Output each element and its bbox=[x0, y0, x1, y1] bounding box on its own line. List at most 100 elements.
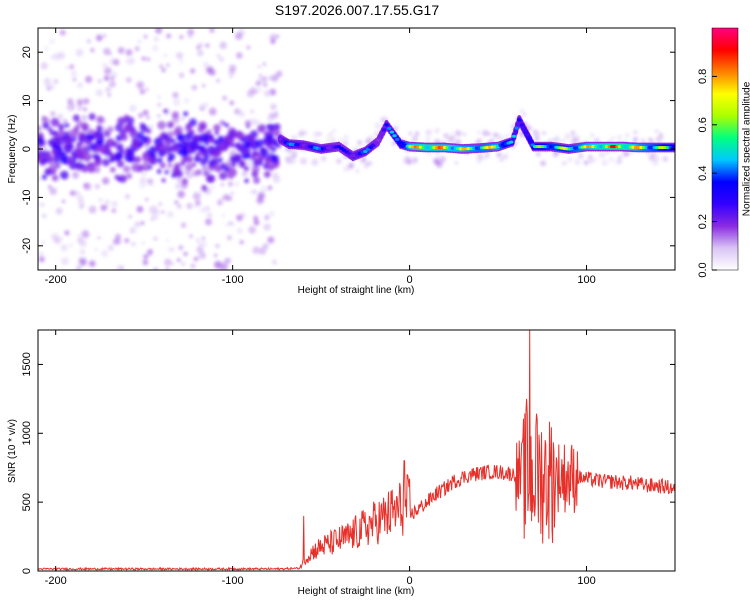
snr-x-tick-label: 100 bbox=[577, 575, 595, 587]
noise-speckle bbox=[145, 87, 149, 91]
ridge-halo bbox=[374, 122, 381, 129]
noise-speckle bbox=[246, 89, 255, 98]
ridge-halo bbox=[535, 151, 541, 157]
noise-speckle bbox=[218, 56, 225, 63]
noise-band-blob bbox=[257, 123, 266, 133]
noise-band-blob bbox=[123, 124, 132, 133]
noise-speckle bbox=[65, 66, 70, 70]
noise-speckle bbox=[219, 262, 228, 270]
noise-speckle bbox=[197, 242, 202, 247]
noise-speckle bbox=[49, 38, 55, 44]
noise-speckle bbox=[88, 260, 96, 267]
noise-band-blob bbox=[263, 171, 271, 178]
noise-band-blob bbox=[162, 145, 172, 155]
noise-speckle bbox=[38, 256, 45, 263]
noise-speckle bbox=[209, 28, 215, 33]
noise-speckle bbox=[77, 82, 83, 89]
ridge-halo bbox=[357, 140, 363, 146]
noise-band-blob bbox=[49, 130, 55, 136]
noise-speckle bbox=[134, 46, 140, 52]
noise-speckle bbox=[38, 177, 42, 181]
ridge-halo bbox=[561, 138, 565, 143]
noise-speckle bbox=[273, 113, 279, 119]
noise-band-blob bbox=[126, 116, 135, 125]
noise-speckle bbox=[213, 253, 218, 258]
ridge-halo bbox=[583, 160, 589, 166]
noise-band-blob bbox=[38, 155, 44, 163]
noise-band-blob bbox=[194, 157, 201, 163]
noise-speckle bbox=[205, 43, 210, 48]
noise-speckle bbox=[70, 70, 78, 77]
noise-speckle bbox=[268, 211, 275, 217]
noise-band-blob bbox=[126, 148, 134, 156]
noise-speckle bbox=[114, 237, 122, 245]
noise-speckle bbox=[190, 68, 196, 74]
noise-speckle bbox=[261, 77, 269, 85]
ridge-halo bbox=[493, 132, 499, 138]
noise-speckle bbox=[252, 189, 257, 195]
noise-band-blob bbox=[171, 143, 180, 153]
ridge-core bbox=[389, 130, 395, 134]
noise-band-blob bbox=[42, 122, 50, 129]
ridge-core bbox=[522, 128, 527, 132]
noise-speckle bbox=[77, 233, 82, 238]
ridge-halo bbox=[367, 161, 373, 166]
noise-band-blob bbox=[218, 157, 223, 162]
noise-speckle bbox=[124, 194, 130, 200]
noise-speckle bbox=[98, 79, 102, 83]
noise-speckle bbox=[86, 39, 91, 44]
noise-band-blob bbox=[76, 151, 85, 160]
ridge-halo bbox=[450, 132, 454, 136]
noise-band-blob bbox=[111, 153, 116, 158]
noise-speckle bbox=[200, 241, 207, 248]
ridge-halo bbox=[564, 133, 571, 140]
noise-speckle bbox=[196, 246, 204, 254]
noise-speckle bbox=[105, 200, 110, 205]
ridge-halo bbox=[572, 134, 576, 139]
noise-speckle bbox=[141, 56, 146, 61]
noise-band-blob bbox=[243, 149, 249, 154]
noise-band-blob bbox=[206, 129, 212, 135]
noise-speckle bbox=[129, 104, 137, 112]
noise-band-blob bbox=[272, 128, 281, 137]
noise-speckle bbox=[72, 77, 77, 82]
noise-speckle bbox=[215, 243, 220, 249]
spectrogram-y-label: Frequency (Hz) bbox=[7, 115, 18, 184]
noise-band-blob bbox=[266, 138, 274, 146]
noise-speckle bbox=[152, 45, 159, 52]
noise-band-blob bbox=[83, 126, 88, 132]
noise-speckle bbox=[201, 236, 206, 241]
noise-speckle bbox=[137, 39, 141, 44]
noise-band-blob bbox=[111, 141, 118, 148]
ridge-core bbox=[371, 143, 376, 147]
ridge-halo bbox=[483, 155, 488, 160]
noise-band-blob bbox=[164, 170, 169, 175]
noise-speckle bbox=[131, 241, 136, 247]
noise-speckle bbox=[157, 114, 161, 118]
noise-speckle bbox=[179, 72, 185, 78]
noise-band-blob bbox=[122, 165, 131, 173]
noise-speckle bbox=[194, 200, 201, 206]
noise-speckle bbox=[93, 166, 101, 174]
ridge-halo bbox=[320, 155, 327, 162]
noise-speckle bbox=[107, 244, 114, 252]
noise-speckle bbox=[94, 247, 98, 252]
ridge-halo bbox=[413, 157, 418, 162]
ridge-halo bbox=[590, 133, 594, 137]
noise-speckle bbox=[188, 173, 194, 178]
noise-band-blob bbox=[118, 143, 124, 149]
ridge-halo bbox=[439, 156, 446, 163]
noise-speckle bbox=[62, 119, 68, 124]
spectrogram-y-tick-label: -10 bbox=[21, 189, 33, 205]
noise-speckle bbox=[224, 257, 231, 265]
ridge-halo bbox=[567, 157, 573, 162]
noise-speckle bbox=[206, 212, 213, 219]
ridge-halo bbox=[325, 139, 330, 143]
noise-speckle bbox=[125, 49, 133, 57]
noise-speckle bbox=[258, 73, 262, 77]
noise-band-blob bbox=[136, 131, 145, 140]
noise-band-blob bbox=[246, 142, 252, 148]
noise-speckle bbox=[167, 247, 171, 251]
